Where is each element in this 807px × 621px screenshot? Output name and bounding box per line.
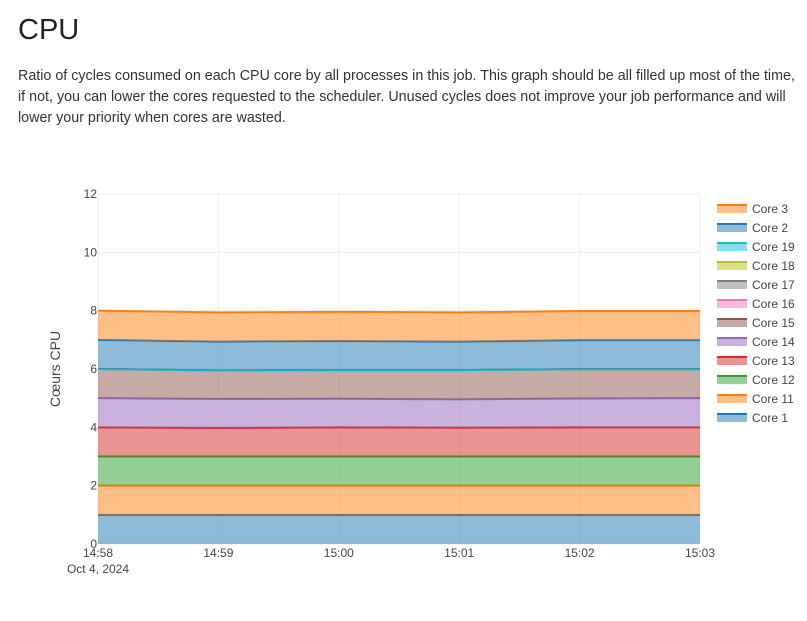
legend-label: Core 1 [752,411,788,425]
area-core-2 [98,339,700,371]
area-core-15 [98,369,700,400]
legend-label: Core 15 [752,316,795,330]
legend-item-core-1[interactable]: Core 1 [717,411,788,425]
legend-label: Core 17 [752,278,795,292]
legend-item-core-15[interactable]: Core 15 [717,316,795,330]
legend-label: Core 18 [752,259,795,273]
legend: Core 3 Core 2 Core 19 Core 18 Core 17 Core 16… [717,202,795,425]
x-tick-label: 15:02 [565,546,595,560]
legend-item-core-14[interactable]: Core 14 [717,335,795,349]
area-core-1 [98,514,700,544]
legend-swatch [717,243,747,251]
legend-item-core-13[interactable]: Core 13 [717,354,795,368]
legend-item-core-12[interactable]: Core 12 [717,373,795,387]
legend-swatch [717,300,747,308]
legend-item-core-16[interactable]: Core 16 [717,297,795,311]
legend-item-core-11[interactable]: Core 11 [717,392,794,406]
x-tick-label: 15:03 [685,546,715,560]
legend-label: Core 11 [752,392,794,406]
legend-label: Core 2 [752,221,788,235]
y-tick-label: 10 [84,245,98,259]
y-tick-label: 12 [84,187,98,201]
legend-label: Core 16 [752,297,795,311]
legend-item-core-17[interactable]: Core 17 [717,278,795,292]
legend-label: Core 13 [752,354,795,368]
y-axis-label: Cœurs CPU [47,331,63,407]
legend-swatch [717,414,747,422]
legend-swatch [717,338,747,346]
legend-label: Core 3 [752,202,788,216]
legend-swatch [717,281,747,289]
y-tick-label: 0 [90,537,97,551]
legend-swatch [717,395,747,403]
legend-label: Core 19 [752,240,795,254]
x-tick-label: 15:01 [444,546,474,560]
x-axis-date-label: Oct 4, 2024 [67,562,129,576]
legend-item-core-18[interactable]: Core 18 [717,259,795,273]
legend-label: Core 12 [752,373,795,387]
legend-label: Core 14 [752,335,795,349]
legend-swatch [717,224,747,232]
area-core-11 [98,485,700,515]
y-tick-label: 2 [90,479,97,493]
axes: 0 2 4 6 8 10 12 14:58 14:59 15:00 15:01 15:02 15:03 [83,187,715,560]
area-core-12 [98,456,700,486]
legend-item-core-2[interactable]: Core 2 [717,221,788,235]
page-title: CPU [18,14,80,46]
area-series-layer [97,309,701,544]
area-core-3 [98,310,700,342]
y-tick-label: 4 [90,420,97,434]
legend-swatch [717,262,747,270]
y-tick-label: 8 [90,304,97,318]
legend-swatch [717,205,747,213]
legend-swatch [717,357,747,365]
x-tick-label: 15:00 [324,546,354,560]
legend-item-core-3[interactable]: Core 3 [717,202,788,216]
legend-swatch [717,319,747,327]
x-tick-label: 14:59 [203,546,233,560]
area-core-14 [98,398,700,428]
legend-swatch [717,376,747,384]
chart-description: Ratio of cycles consumed on each CPU cor… [18,68,795,126]
area-core-13 [98,427,700,457]
y-tick-label: 6 [90,362,97,376]
line-core-3 [97,309,700,314]
legend-item-core-19[interactable]: Core 19 [717,240,795,254]
x-tick-label: 14:58 [83,546,113,560]
